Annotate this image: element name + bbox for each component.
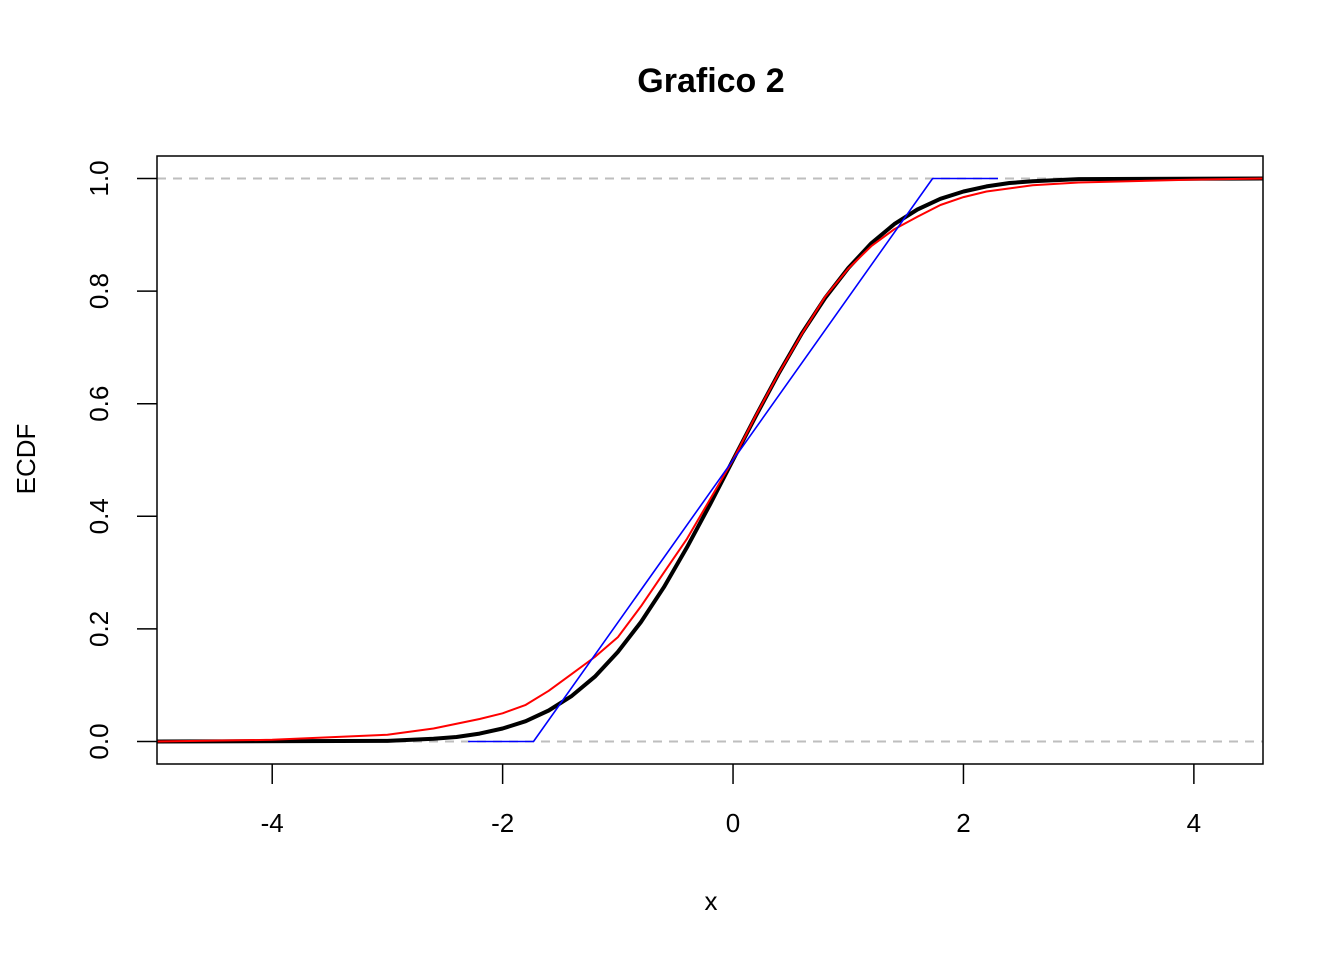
x-tick-label: -4 [261, 808, 284, 838]
y-axis-label: ECDF [11, 424, 41, 495]
series-line [468, 177, 998, 743]
series-line [157, 177, 1263, 743]
chart-title: Grafico 2 [637, 62, 784, 100]
y-tick-label: 0.6 [84, 386, 114, 422]
x-tick-label: 4 [1187, 808, 1201, 838]
plot-area: -4 -2 0 2 4 0.0 0.2 0.4 0.6 0.8 1.0 [84, 155, 1264, 838]
y-tick-label: 0.4 [84, 498, 114, 534]
x-axis-label: x [705, 886, 718, 916]
x-tick-label: -2 [491, 808, 514, 838]
y-tick-label: 0.8 [84, 273, 114, 309]
plot-frame [156, 155, 1264, 765]
x-tick-label: 2 [956, 808, 970, 838]
y-tick-label: 0.2 [84, 611, 114, 647]
y-tick-label: 0.0 [84, 723, 114, 759]
x-tick-label: 0 [726, 808, 740, 838]
y-tick-label: 1.0 [84, 160, 114, 196]
series-line [157, 176, 1263, 744]
